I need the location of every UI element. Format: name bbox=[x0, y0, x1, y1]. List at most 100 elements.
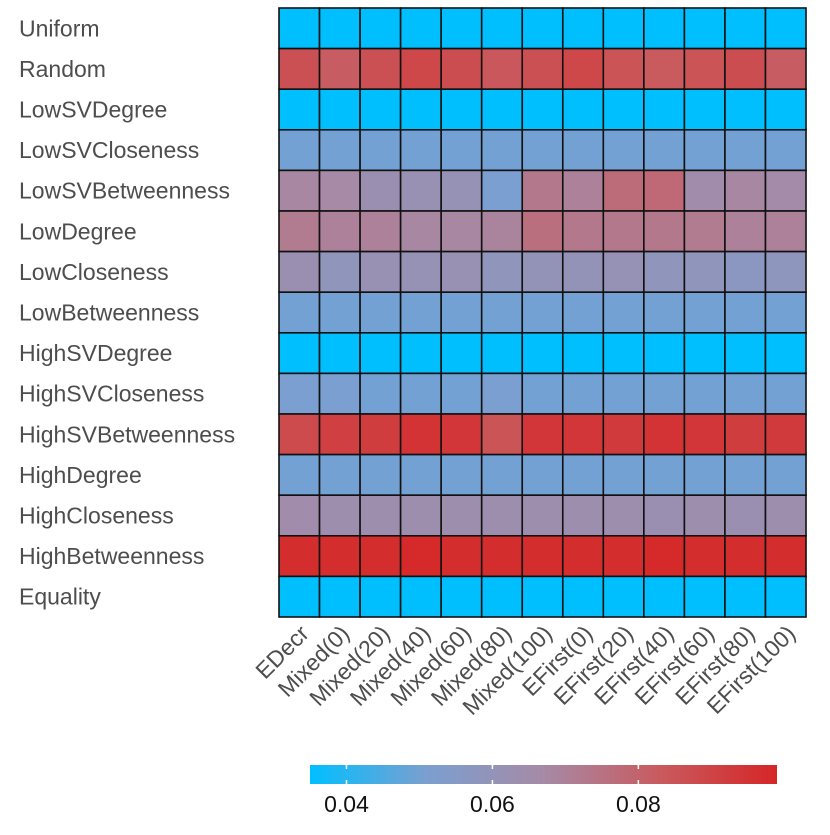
heatmap-cell bbox=[602, 129, 645, 172]
heatmap-cell bbox=[764, 129, 807, 172]
heatmap-cell bbox=[318, 47, 361, 90]
heatmap-cell bbox=[561, 534, 605, 578]
heatmap-cell bbox=[480, 88, 524, 131]
heatmap-cell bbox=[643, 169, 686, 212]
heatmap-cell bbox=[602, 169, 645, 212]
heatmap-cell bbox=[561, 494, 605, 537]
heatmap-cell bbox=[643, 210, 686, 253]
heatmap-cell bbox=[359, 413, 402, 456]
row-label: LowDegree bbox=[19, 218, 137, 244]
heatmap-cell bbox=[683, 88, 726, 131]
row-label: Uniform bbox=[19, 15, 100, 41]
heatmap-cell bbox=[683, 169, 726, 212]
heatmap-cell bbox=[764, 534, 807, 578]
heatmap-cell bbox=[521, 413, 564, 456]
heatmap-cell bbox=[278, 575, 321, 618]
heatmap-cell bbox=[643, 453, 686, 497]
heatmap-cell bbox=[480, 413, 524, 456]
heatmap-cell bbox=[643, 494, 686, 537]
heatmap-cell bbox=[521, 129, 564, 172]
heatmap-cell bbox=[521, 47, 564, 90]
heatmap-cell bbox=[359, 453, 402, 497]
heatmap-cell bbox=[278, 534, 321, 578]
heatmap-cell bbox=[480, 453, 524, 497]
heatmap-cell bbox=[764, 210, 807, 253]
heatmap-cell bbox=[359, 250, 402, 294]
heatmap-cell bbox=[683, 575, 726, 618]
heatmap-cells bbox=[278, 7, 807, 618]
heatmap-cell bbox=[724, 494, 767, 537]
row-label: HighDegree bbox=[19, 462, 142, 488]
heatmap-cell bbox=[561, 291, 605, 334]
heatmap-cell bbox=[683, 129, 726, 172]
heatmap-cell bbox=[643, 331, 686, 375]
heatmap-cell bbox=[359, 331, 402, 375]
heatmap-cell bbox=[278, 250, 321, 294]
heatmap-cell bbox=[318, 169, 361, 212]
heatmap-cell bbox=[399, 291, 442, 334]
heatmap-cell bbox=[278, 210, 321, 253]
heatmap-cell bbox=[318, 210, 361, 253]
heatmap-cell bbox=[399, 534, 442, 578]
heatmap-cell bbox=[318, 575, 361, 618]
heatmap-cell bbox=[359, 372, 402, 415]
heatmap-cell bbox=[643, 372, 686, 415]
heatmap-cell bbox=[440, 88, 483, 131]
heatmap-cell bbox=[724, 47, 767, 90]
heatmap-cell bbox=[399, 372, 442, 415]
heatmap-cell bbox=[440, 575, 483, 618]
row-label: HighSVBetweenness bbox=[19, 421, 235, 447]
heatmap-cell bbox=[602, 413, 645, 456]
heatmap-cell bbox=[399, 88, 442, 131]
heatmap-cell bbox=[318, 331, 361, 375]
heatmap-cell bbox=[764, 291, 807, 334]
row-label: HighSVCloseness bbox=[19, 381, 204, 407]
heatmap-cell bbox=[764, 372, 807, 415]
heatmap-cell bbox=[521, 331, 564, 375]
heatmap-cell bbox=[561, 47, 605, 90]
heatmap-cell bbox=[602, 250, 645, 294]
heatmap-cell bbox=[602, 494, 645, 537]
heatmap-cell bbox=[480, 534, 524, 578]
column-labels: EDecrMixed(0)Mixed(20)Mixed(40)Mixed(60)… bbox=[250, 620, 800, 720]
heatmap-cell bbox=[643, 413, 686, 456]
heatmap-cell bbox=[724, 129, 767, 172]
heatmap-cell bbox=[602, 210, 645, 253]
heatmap-cell bbox=[561, 372, 605, 415]
colorbar-tick-label: 0.04 bbox=[324, 791, 369, 817]
heatmap-cell bbox=[440, 250, 483, 294]
heatmap-cell bbox=[278, 169, 321, 212]
heatmap-cell bbox=[764, 169, 807, 212]
heatmap-cell bbox=[724, 372, 767, 415]
row-label: Random bbox=[19, 56, 106, 82]
heatmap-cell bbox=[480, 291, 524, 334]
heatmap-cell bbox=[561, 169, 605, 212]
heatmap-cell bbox=[724, 331, 767, 375]
heatmap-cell bbox=[440, 7, 483, 50]
heatmap-cell bbox=[561, 413, 605, 456]
heatmap-cell bbox=[683, 7, 726, 50]
heatmap-cell bbox=[683, 372, 726, 415]
heatmap-cell bbox=[521, 169, 564, 212]
heatmap-cell bbox=[318, 453, 361, 497]
heatmap-cell bbox=[440, 210, 483, 253]
heatmap-cell bbox=[602, 534, 645, 578]
heatmap-cell bbox=[399, 413, 442, 456]
heatmap-cell bbox=[724, 7, 767, 50]
row-label: HighCloseness bbox=[19, 503, 174, 529]
heatmap-cell bbox=[683, 291, 726, 334]
heatmap-cell bbox=[521, 372, 564, 415]
heatmap-cell bbox=[359, 210, 402, 253]
heatmap-cell bbox=[643, 47, 686, 90]
heatmap-cell bbox=[278, 453, 321, 497]
heatmap-cell bbox=[724, 413, 767, 456]
heatmap-cell bbox=[683, 331, 726, 375]
heatmap-cell bbox=[602, 453, 645, 497]
heatmap-cell bbox=[764, 88, 807, 131]
heatmap-cell bbox=[318, 291, 361, 334]
heatmap-cell bbox=[399, 129, 442, 172]
heatmap-cell bbox=[440, 453, 483, 497]
heatmap-cell bbox=[643, 250, 686, 294]
heatmap-cell bbox=[399, 250, 442, 294]
